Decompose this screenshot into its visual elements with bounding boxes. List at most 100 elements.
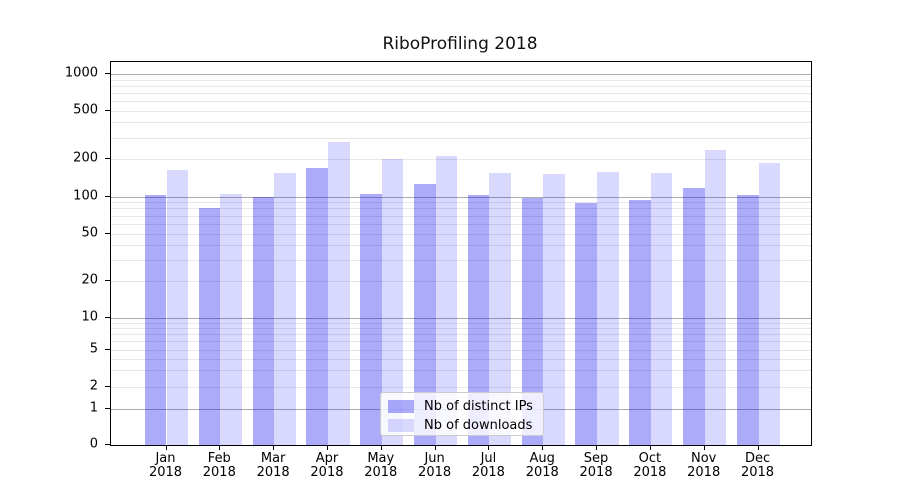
gridline-major xyxy=(111,196,811,198)
x-tick-month: Jun xyxy=(424,451,445,466)
x-tick-label: Dec 2018 xyxy=(731,452,785,480)
x-tick-label: Mar 2018 xyxy=(246,452,300,480)
y-tick-label: 50 xyxy=(81,225,98,240)
x-tick-label: Sep 2018 xyxy=(569,452,623,480)
x-tick-mark xyxy=(596,445,598,450)
y-tick-mark xyxy=(105,73,110,74)
x-tick-mark xyxy=(380,445,382,450)
x-tick-month: Apr xyxy=(315,451,339,466)
bar-distinct-ips xyxy=(306,168,328,445)
legend-swatch-distinct-ips xyxy=(388,399,414,413)
x-tick-mark xyxy=(649,445,651,450)
y-tick-label: 1 xyxy=(89,400,98,416)
y-tick-label: 200 xyxy=(73,150,98,166)
y-tick-mark xyxy=(105,408,110,409)
bar-distinct-ips xyxy=(198,207,221,445)
y-tick-mark xyxy=(105,386,110,387)
x-tick-year: 2018 xyxy=(525,465,559,480)
y-tick-label: 500 xyxy=(73,102,98,117)
x-tick-month: Oct xyxy=(638,451,662,466)
x-tick-year: 2018 xyxy=(471,465,505,480)
gridline-minor xyxy=(111,137,811,139)
y-tick-label: 2 xyxy=(89,378,98,394)
x-tick-year: 2018 xyxy=(148,465,183,480)
y-tick-label: 5 xyxy=(89,341,98,356)
bar-distinct-ips xyxy=(414,184,436,445)
legend-label-distinct-ips: Nb of distinct IPs xyxy=(424,398,533,414)
bar-downloads xyxy=(327,142,350,445)
bar-downloads xyxy=(435,156,458,445)
bar-downloads xyxy=(543,173,565,445)
plot-area xyxy=(110,61,812,446)
y-tick-mark xyxy=(105,158,110,160)
y-tick-mark xyxy=(105,280,110,281)
gridline-minor xyxy=(111,358,811,360)
gridline-major xyxy=(111,74,811,75)
bar-downloads xyxy=(597,171,619,445)
gridline-minor xyxy=(111,349,811,351)
gridline-minor xyxy=(111,233,811,235)
bar-downloads xyxy=(758,163,781,445)
x-tick-mark xyxy=(757,445,759,450)
gridline-minor xyxy=(111,85,811,87)
legend-entry-downloads: Nb of downloads xyxy=(388,417,533,433)
bar-distinct-ips xyxy=(144,195,167,445)
legend: Nb of distinct IPs Nb of downloads xyxy=(380,392,544,436)
x-tick-year: 2018 xyxy=(310,465,344,480)
x-tick-year: 2018 xyxy=(740,465,775,480)
gridline-minor xyxy=(111,245,811,247)
x-tick-mark xyxy=(326,445,328,450)
x-tick-month: Aug xyxy=(529,451,555,466)
y-tick-label: 100 xyxy=(73,188,98,203)
x-tick-year: 2018 xyxy=(633,465,667,480)
x-tick-month: Feb xyxy=(207,451,231,466)
x-tick-year: 2018 xyxy=(418,465,452,480)
y-tick-mark xyxy=(105,317,110,318)
bar-downloads xyxy=(704,150,727,445)
bar-distinct-ips xyxy=(736,194,759,445)
bar-distinct-ips xyxy=(521,198,544,445)
y-tick-mark xyxy=(105,348,110,350)
y-tick-mark xyxy=(105,195,110,197)
legend-swatch-downloads xyxy=(388,418,414,432)
y-tick-label: 10 xyxy=(81,309,98,325)
x-tick-label: Apr 2018 xyxy=(300,452,354,480)
gridline-minor xyxy=(111,215,811,217)
x-tick-mark xyxy=(165,445,167,450)
x-tick-label: Jul 2018 xyxy=(461,452,515,480)
bar-downloads xyxy=(650,172,673,445)
x-tick-mark xyxy=(488,445,490,450)
x-tick-mark xyxy=(703,445,705,450)
bar-distinct-ips xyxy=(629,200,651,445)
x-tick-mark xyxy=(434,445,436,450)
gridline-minor xyxy=(111,328,811,330)
y-tick-mark xyxy=(105,232,110,234)
bar-distinct-ips xyxy=(360,194,382,445)
gridline-minor xyxy=(111,223,811,225)
x-tick-year: 2018 xyxy=(687,465,721,480)
gridline-minor xyxy=(111,370,811,372)
y-tick-mark xyxy=(105,109,110,111)
bar-downloads xyxy=(381,159,404,445)
gridline-minor xyxy=(111,387,811,388)
x-tick-mark xyxy=(273,445,275,450)
x-tick-label: Feb 2018 xyxy=(192,452,246,480)
legend-entry-distinct-ips: Nb of distinct IPs xyxy=(388,398,533,414)
legend-label-downloads: Nb of downloads xyxy=(424,417,533,433)
gridline-minor xyxy=(111,122,811,124)
bar-downloads xyxy=(274,172,296,445)
x-tick-year: 2018 xyxy=(364,465,398,480)
chart-title: RiboProfiling 2018 xyxy=(382,34,538,54)
y-tick-mark xyxy=(105,444,110,445)
x-tick-month: Jul xyxy=(480,451,497,466)
gridline-major xyxy=(111,318,811,319)
x-tick-label: Oct 2018 xyxy=(623,452,677,480)
y-tick-label: 0 xyxy=(89,436,98,452)
gridline-minor xyxy=(111,334,811,336)
x-tick-year: 2018 xyxy=(202,465,236,480)
x-tick-label: May 2018 xyxy=(354,452,408,480)
gridline-minor xyxy=(111,281,811,282)
gridline-minor xyxy=(111,92,811,94)
gridline-minor xyxy=(111,100,811,102)
